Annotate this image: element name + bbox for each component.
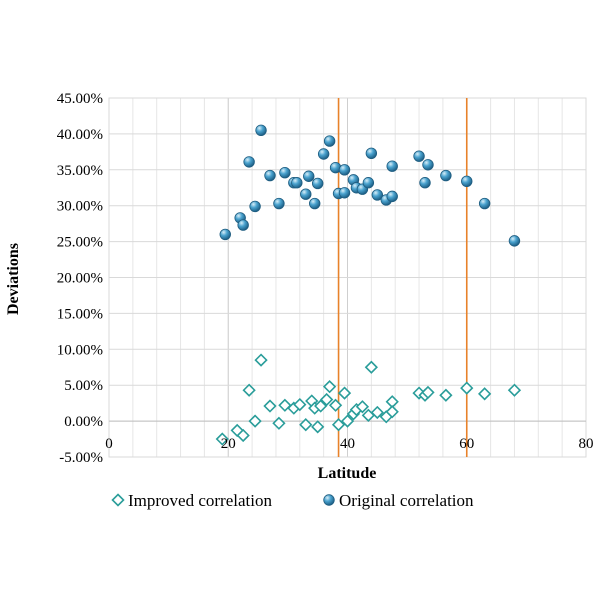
original-correlation-point: [291, 177, 303, 189]
improved-correlation-point: [370, 405, 384, 420]
improved-correlation-point: [272, 416, 286, 430]
original-correlation-point: [338, 164, 351, 176]
improved-correlation-point: [314, 399, 328, 413]
original-correlation-point: [365, 147, 378, 159]
original-correlation-point: [300, 188, 312, 200]
original-correlation-point: [386, 190, 398, 203]
y-tick-label: 5.00%: [64, 378, 103, 394]
original-correlation-point: [311, 177, 324, 190]
legend-label: Improved correlation: [128, 491, 272, 510]
y-tick-label: 35.00%: [57, 163, 103, 179]
original-correlation-point: [219, 228, 231, 241]
improved-correlation-point: [355, 400, 370, 414]
improved-correlation-point: [319, 392, 334, 407]
improved-correlation-point: [478, 387, 492, 401]
improved-correlation-point: [278, 398, 292, 412]
original-correlation-point: [362, 177, 375, 189]
original-correlation-point: [237, 219, 249, 231]
original-correlation-point: [338, 187, 351, 199]
y-axis-title: Deviations: [5, 243, 22, 315]
y-tick-label: 0.00%: [64, 414, 103, 430]
original-correlation-point: [264, 169, 276, 182]
original-correlation-point: [323, 135, 336, 147]
original-correlation-point: [309, 197, 321, 210]
original-correlation-point: [249, 200, 261, 213]
original-correlation-point: [386, 160, 398, 172]
original-correlation-point: [255, 124, 267, 137]
tick-labels: 0 20 40 60 80 -5.00% 0.00% 5.00% 10.00% 15.00% 20.…: [57, 91, 594, 466]
improved-correlation-point: [263, 399, 277, 413]
y-tick-label: 40.00%: [57, 127, 103, 143]
improved-correlation-point: [421, 385, 435, 400]
y-tick-label: 30.00%: [57, 199, 103, 215]
improved-correlation-point: [340, 414, 355, 428]
legend-marker-improved: [111, 493, 125, 507]
y-tick-label: 15.00%: [57, 306, 103, 322]
original-correlation-point: [413, 150, 425, 162]
improved-correlation-point: [439, 388, 453, 402]
original-correlation-point: [303, 170, 315, 182]
original-correlation-point: [422, 159, 434, 171]
improved-correlation-point: [242, 383, 256, 397]
data-marks: [215, 124, 522, 446]
original-correlation-point: [478, 197, 491, 210]
improved-correlation-point: [460, 381, 474, 395]
x-tick-label: 20: [221, 436, 236, 452]
original-correlation-point: [419, 177, 431, 189]
x-tick-label: 40: [340, 436, 355, 452]
x-tick-label: 0: [105, 436, 113, 452]
improved-correlation-point: [293, 397, 307, 412]
y-tick-label: 25.00%: [57, 235, 103, 251]
plot-border: [108, 97, 587, 458]
improved-correlation-point: [507, 383, 522, 397]
improved-correlation-point: [248, 414, 262, 428]
x-tick-label: 60: [459, 436, 474, 452]
y-tick-label: -5.00%: [59, 450, 103, 466]
legend: Improved correlation Original correlation: [111, 491, 474, 510]
y-tick-label: 20.00%: [57, 271, 103, 287]
original-correlation-point: [508, 235, 521, 247]
original-correlation-point: [440, 169, 452, 182]
original-correlation-point: [279, 166, 291, 179]
improved-correlation-point: [364, 360, 378, 374]
improved-correlation-point: [299, 418, 313, 432]
improved-correlation-point: [254, 353, 268, 367]
improved-correlation-point: [331, 418, 346, 432]
improved-correlation-point: [215, 432, 229, 446]
improved-correlation-point: [328, 398, 343, 412]
original-correlation-point: [371, 189, 384, 201]
improved-correlation-point: [385, 405, 399, 419]
y-tick-label: 45.00%: [57, 91, 103, 107]
improved-correlation-point: [311, 420, 325, 434]
x-tick-label: 80: [579, 436, 594, 452]
improved-correlation-point: [236, 428, 250, 443]
original-correlation-point: [317, 148, 330, 160]
original-correlation-point: [461, 175, 473, 187]
original-correlation-point: [243, 156, 255, 168]
improved-correlation-point: [322, 380, 337, 394]
improved-correlation-point: [337, 386, 352, 400]
y-tick-label: 10.00%: [57, 342, 103, 358]
legend-marker-original: [323, 494, 335, 506]
original-correlation-point: [273, 197, 285, 210]
x-axis-title: Latitude: [318, 465, 377, 482]
reference-lines: [337, 98, 468, 457]
legend-label: Original correlation: [339, 491, 474, 510]
grid-layer: [108, 97, 587, 458]
